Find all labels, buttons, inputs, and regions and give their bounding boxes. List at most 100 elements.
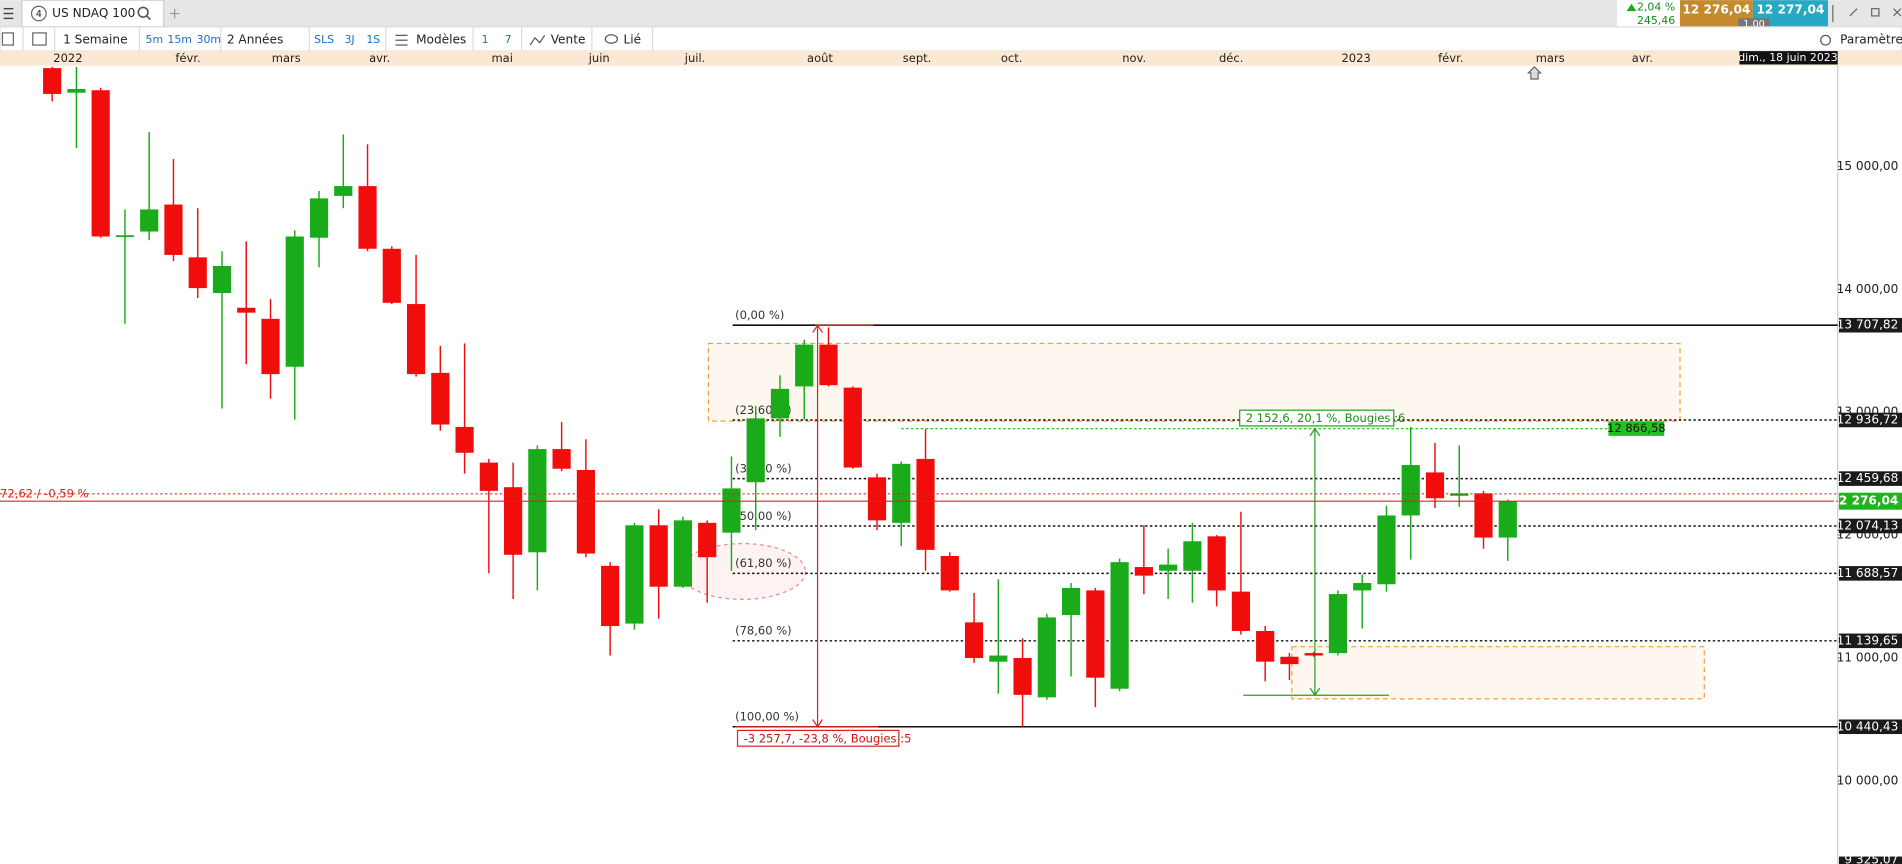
candle-body xyxy=(746,418,765,483)
interval[interactable]: 30m xyxy=(197,33,222,46)
candle-body xyxy=(1474,493,1493,538)
interval[interactable]: 5m xyxy=(146,33,164,46)
list-icon[interactable] xyxy=(1,32,14,46)
layout-icon[interactable] xyxy=(32,32,47,46)
settings[interactable]: Paramètres xyxy=(1840,33,1902,47)
candle-body xyxy=(1159,564,1178,571)
link[interactable]: Lié xyxy=(623,33,641,47)
candle-body xyxy=(140,209,159,232)
up-arrow xyxy=(1626,3,1637,12)
candle-body xyxy=(1328,594,1348,654)
candle-body xyxy=(770,388,790,419)
count[interactable]: 7 xyxy=(505,33,512,46)
candle-body xyxy=(237,307,256,313)
home-icon[interactable] xyxy=(1526,66,1542,80)
fib-label: (0,00 %) xyxy=(735,308,784,322)
candle-body xyxy=(455,426,474,453)
quote-box xyxy=(1616,0,1681,27)
candle-body xyxy=(212,265,232,294)
candle-body xyxy=(1425,472,1445,499)
candle-body xyxy=(334,186,353,196)
candle-body xyxy=(261,318,280,375)
quick-range[interactable]: SLS xyxy=(314,33,334,46)
x-tick-label: sept. xyxy=(903,51,932,65)
price-label: 12 459,68 xyxy=(1837,471,1899,485)
candle-body xyxy=(406,304,426,375)
candle-body xyxy=(91,90,110,237)
add-tab[interactable] xyxy=(169,8,180,19)
side-icon[interactable] xyxy=(529,35,546,46)
candle-body xyxy=(892,463,911,523)
candle-body xyxy=(382,248,401,303)
bid[interactable]: 12 276,04 xyxy=(1682,2,1750,16)
x-tick-label: févr. xyxy=(1438,51,1463,65)
candle-body xyxy=(625,525,644,624)
target-label-box xyxy=(1608,421,1665,436)
candle-body xyxy=(1086,590,1105,678)
candle-body xyxy=(698,522,717,558)
instrument-name[interactable]: US NDAQ 100 xyxy=(52,6,135,20)
price-label-box xyxy=(1838,518,1902,534)
candle-body xyxy=(115,235,135,238)
x-tick-label: nov. xyxy=(1122,51,1146,65)
candle-body xyxy=(164,204,183,255)
side[interactable]: Vente xyxy=(551,33,586,47)
zone xyxy=(707,342,1681,422)
price-label: 11 139,65 xyxy=(1837,633,1899,647)
y-tick-label: 14 000,00 xyxy=(1837,282,1899,296)
price-label-box xyxy=(1838,856,1902,864)
measure-text: -3 257,7, -23,8 %, Bougies :5 xyxy=(744,731,912,745)
count[interactable]: 1 xyxy=(482,33,489,46)
arrow-head xyxy=(1309,427,1321,437)
target-label: 12 866,58 xyxy=(1607,421,1666,435)
settings-icon[interactable] xyxy=(1820,34,1832,46)
y-tick-label: 15 000,00 xyxy=(1837,159,1899,173)
price-axis xyxy=(1837,65,1902,864)
candle-body xyxy=(504,487,523,555)
candle-body xyxy=(843,387,862,468)
candle-body xyxy=(1231,591,1251,631)
date-box xyxy=(1739,51,1838,65)
x-tick-label: mars xyxy=(1536,51,1565,65)
x-tick-label: 2022 xyxy=(53,51,82,65)
time-axis xyxy=(0,51,1902,66)
candle-body xyxy=(479,462,498,491)
interval[interactable]: 15m xyxy=(167,33,192,46)
x-tick-label: mars xyxy=(272,51,301,65)
templates-icon[interactable] xyxy=(395,34,408,46)
measure-box xyxy=(736,729,900,747)
range[interactable]: 2 Années xyxy=(227,33,283,47)
period[interactable]: 1 Semaine xyxy=(63,33,127,47)
candle-body xyxy=(1207,536,1226,591)
candle-body xyxy=(1401,465,1420,516)
candle-body xyxy=(1110,562,1129,689)
x-tick-label: août xyxy=(807,51,833,65)
window-icons[interactable] xyxy=(1832,5,1902,23)
x-tick-label: mai xyxy=(491,51,512,65)
candle-body xyxy=(188,257,207,289)
candle-body xyxy=(964,622,984,658)
candle-body xyxy=(1498,501,1517,538)
templates[interactable]: Modèles xyxy=(416,33,466,47)
price-label-box xyxy=(1838,471,1902,486)
y-tick-label: 10 000,00 xyxy=(1837,773,1899,787)
candle-body xyxy=(819,344,838,386)
price-label: 9 325,07 xyxy=(1844,853,1898,864)
quick-range[interactable]: 1S xyxy=(366,33,380,46)
link-icon[interactable] xyxy=(604,34,619,44)
candle-body xyxy=(1037,617,1056,698)
top-bar xyxy=(0,0,1902,27)
x-tick-label: 2023 xyxy=(1341,51,1370,65)
search-icon[interactable] xyxy=(137,6,151,21)
x-tick-label: avr. xyxy=(1632,51,1653,65)
candle-body xyxy=(601,565,620,627)
menu-icon[interactable] xyxy=(3,7,14,20)
candle-body xyxy=(989,655,1008,662)
measure-box xyxy=(1239,409,1395,427)
change: 245,46 xyxy=(1637,14,1675,27)
candle-body xyxy=(940,555,959,591)
candle-body xyxy=(1304,653,1323,656)
quick-range[interactable]: 3J xyxy=(344,33,354,46)
ask[interactable]: 12 277,04 xyxy=(1756,2,1824,16)
price-label-box xyxy=(1838,719,1902,735)
